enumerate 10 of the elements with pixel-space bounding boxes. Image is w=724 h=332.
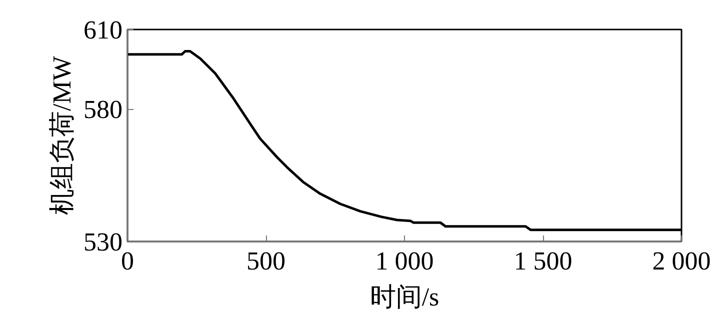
x-tick-label: 2 000	[652, 246, 711, 276]
x-tick-label: 1 000	[375, 246, 434, 276]
x-tick-label: 0	[121, 246, 134, 276]
y-tick-label: 580	[84, 95, 122, 124]
y-tick-label: 610	[84, 16, 122, 44]
x-tick-label: 1 500	[514, 246, 572, 276]
y-tick-label: 530	[84, 228, 122, 256]
x-axis-title: 时间/s	[370, 282, 440, 312]
x-tick-label: 500	[246, 246, 286, 276]
y-axis-title: 机组负荷/MW	[48, 56, 76, 215]
